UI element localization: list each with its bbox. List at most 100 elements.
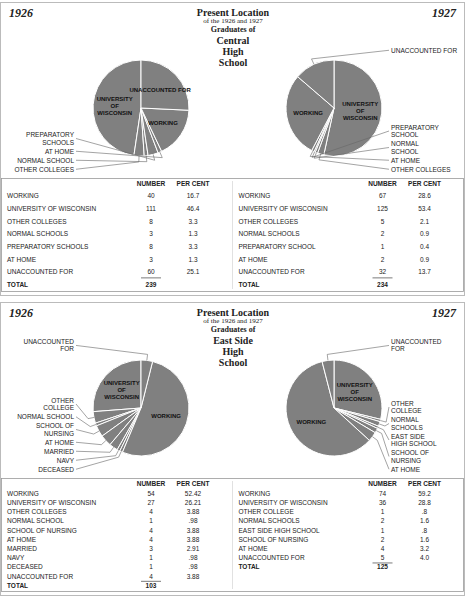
svg-text:36: 36	[379, 499, 387, 506]
svg-text:239: 239	[146, 281, 157, 288]
svg-text:EAST SIDE HIGH SCHOOL: EAST SIDE HIGH SCHOOL	[239, 527, 321, 534]
svg-text:74: 74	[379, 490, 387, 497]
svg-text:SCHOOL OF NURSING: SCHOOL OF NURSING	[8, 527, 77, 534]
svg-text:4: 4	[149, 527, 153, 534]
svg-text:PREPARATORY SCHOOL: PREPARATORY SCHOOL	[239, 243, 316, 250]
svg-text:5: 5	[381, 218, 385, 225]
svg-text:PER CENT: PER CENT	[408, 180, 441, 187]
svg-text:.98: .98	[188, 563, 197, 570]
svg-text:.8: .8	[422, 508, 428, 515]
svg-text:AT HOME: AT HOME	[239, 256, 269, 263]
svg-text:3.88: 3.88	[187, 508, 200, 515]
svg-text:SCHOOL OF NURSING: SCHOOL OF NURSING	[239, 536, 309, 543]
svg-text:32: 32	[379, 268, 387, 275]
svg-text:UNACCOUNTED FOR: UNACCOUNTED FOR	[239, 554, 305, 561]
svg-text:OTHER COLLEGES: OTHER COLLEGES	[239, 218, 299, 225]
svg-text:27: 27	[147, 499, 155, 506]
svg-text:234: 234	[377, 281, 388, 288]
svg-text:SCHOOL OFNURSING: SCHOOL OFNURSING	[36, 422, 74, 437]
svg-text:40: 40	[147, 192, 155, 199]
svg-text:53.4: 53.4	[418, 205, 431, 212]
svg-text:UNACCOUNTEDFOR: UNACCOUNTEDFOR	[391, 338, 442, 353]
svg-text:0.9: 0.9	[420, 256, 429, 263]
svg-text:WORKING: WORKING	[293, 110, 323, 116]
svg-text:2.1: 2.1	[420, 218, 429, 225]
svg-text:NORMAL SCHOOL: NORMAL SCHOOL	[8, 517, 64, 524]
svg-text:UNIVERSITYOFWISCONSIN: UNIVERSITYOFWISCONSIN	[104, 380, 140, 400]
svg-text:4: 4	[381, 545, 385, 552]
svg-text:TOTAL: TOTAL	[239, 563, 260, 570]
svg-text:8: 8	[149, 243, 153, 250]
svg-text:.98: .98	[188, 554, 197, 561]
svg-text:2.91: 2.91	[187, 545, 200, 552]
svg-text:AT HOME: AT HOME	[391, 157, 421, 164]
svg-text:3.3: 3.3	[188, 218, 197, 225]
svg-text:OTHER COLLEGES: OTHER COLLEGES	[14, 166, 74, 173]
svg-text:4: 4	[149, 508, 153, 515]
svg-text:MARRIED: MARRIED	[44, 448, 74, 455]
svg-text:AT HOME: AT HOME	[8, 256, 37, 263]
svg-text:UNIVERSITY OF WISCONSIN: UNIVERSITY OF WISCONSIN	[239, 499, 328, 506]
svg-text:.98: .98	[188, 517, 197, 524]
svg-text:NORMAL SCHOOLS: NORMAL SCHOOLS	[239, 230, 301, 237]
svg-text:3.2: 3.2	[420, 545, 429, 552]
svg-text:UNACCOUNTED FOR: UNACCOUNTED FOR	[8, 573, 73, 580]
svg-text:AT HOME: AT HOME	[391, 466, 421, 473]
svg-text:WORKING: WORKING	[239, 490, 271, 497]
svg-text:3: 3	[149, 230, 153, 237]
svg-text:PER CENT: PER CENT	[408, 480, 441, 487]
svg-text:UNACCOUNTEDFOR: UNACCOUNTEDFOR	[23, 338, 74, 353]
svg-text:1: 1	[381, 508, 385, 515]
svg-text:4: 4	[149, 536, 153, 543]
svg-text:NUMBER: NUMBER	[137, 180, 166, 187]
svg-text:AT HOME: AT HOME	[8, 536, 37, 543]
svg-text:46.4: 46.4	[187, 205, 200, 212]
svg-text:PER CENT: PER CENT	[177, 180, 210, 187]
svg-text:MARRIED: MARRIED	[8, 545, 37, 552]
svg-text:3.3: 3.3	[188, 243, 197, 250]
svg-text:DECEASED: DECEASED	[8, 563, 43, 570]
svg-text:25.1: 25.1	[187, 268, 200, 275]
svg-text:3.88: 3.88	[187, 573, 200, 580]
svg-text:PREPARATORYSCHOOL: PREPARATORYSCHOOL	[391, 124, 440, 139]
svg-text:1: 1	[381, 243, 385, 250]
svg-text:125: 125	[377, 563, 388, 570]
svg-text:28.6: 28.6	[418, 192, 431, 199]
svg-text:2: 2	[381, 256, 385, 263]
svg-text:UNIVERSITYOFWISCONSIN: UNIVERSITYOFWISCONSIN	[342, 101, 378, 121]
svg-text:.8: .8	[422, 527, 428, 534]
svg-text:125: 125	[377, 205, 388, 212]
svg-text:NAVY: NAVY	[8, 554, 25, 561]
svg-text:NORMAL SCHOOL: NORMAL SCHOOL	[17, 413, 74, 420]
svg-text:4: 4	[149, 573, 153, 580]
svg-text:NAVY: NAVY	[57, 457, 75, 464]
svg-text:103: 103	[146, 582, 157, 589]
svg-text:2: 2	[381, 517, 385, 524]
svg-text:1.6: 1.6	[420, 517, 429, 524]
svg-text:54: 54	[147, 490, 155, 497]
svg-text:NUMBER: NUMBER	[137, 480, 166, 487]
svg-text:1.3: 1.3	[188, 256, 197, 263]
svg-text:AT HOME: AT HOME	[45, 148, 75, 155]
svg-text:PREPARATORYSCHOOLS: PREPARATORYSCHOOLS	[26, 131, 75, 146]
svg-text:TOTAL: TOTAL	[8, 582, 28, 589]
svg-text:59.2: 59.2	[418, 490, 431, 497]
svg-text:OTHER COLLEGES: OTHER COLLEGES	[8, 508, 67, 515]
svg-text:AT HOME: AT HOME	[45, 439, 75, 446]
svg-text:5: 5	[381, 554, 385, 561]
svg-text:13.7: 13.7	[418, 268, 431, 275]
svg-text:16.7: 16.7	[187, 192, 200, 199]
svg-text:3.88: 3.88	[187, 536, 200, 543]
svg-text:UNIVERSITY OF WISCONSIN: UNIVERSITY OF WISCONSIN	[239, 205, 328, 212]
svg-text:UNACCOUNTED FOR: UNACCOUNTED FOR	[8, 268, 73, 275]
svg-text:NORMAL SCHOOLS: NORMAL SCHOOLS	[239, 517, 301, 524]
svg-text:TOTAL: TOTAL	[8, 281, 28, 288]
svg-text:UNIVERSITYOFWISCONSIN: UNIVERSITYOFWISCONSIN	[97, 96, 133, 116]
svg-text:UNACCOUNTED FOR: UNACCOUNTED FOR	[239, 268, 305, 275]
svg-text:8: 8	[149, 218, 153, 225]
svg-text:UNIVERSITYOFWISCONSIN: UNIVERSITYOFWISCONSIN	[337, 382, 373, 402]
svg-text:NUMBER: NUMBER	[368, 180, 397, 187]
svg-text:TOTAL: TOTAL	[239, 281, 260, 288]
svg-text:NORMALSCHOOL: NORMALSCHOOL	[391, 140, 419, 155]
svg-text:UNIVERSITY OF WISCONSIN: UNIVERSITY OF WISCONSIN	[8, 205, 96, 212]
